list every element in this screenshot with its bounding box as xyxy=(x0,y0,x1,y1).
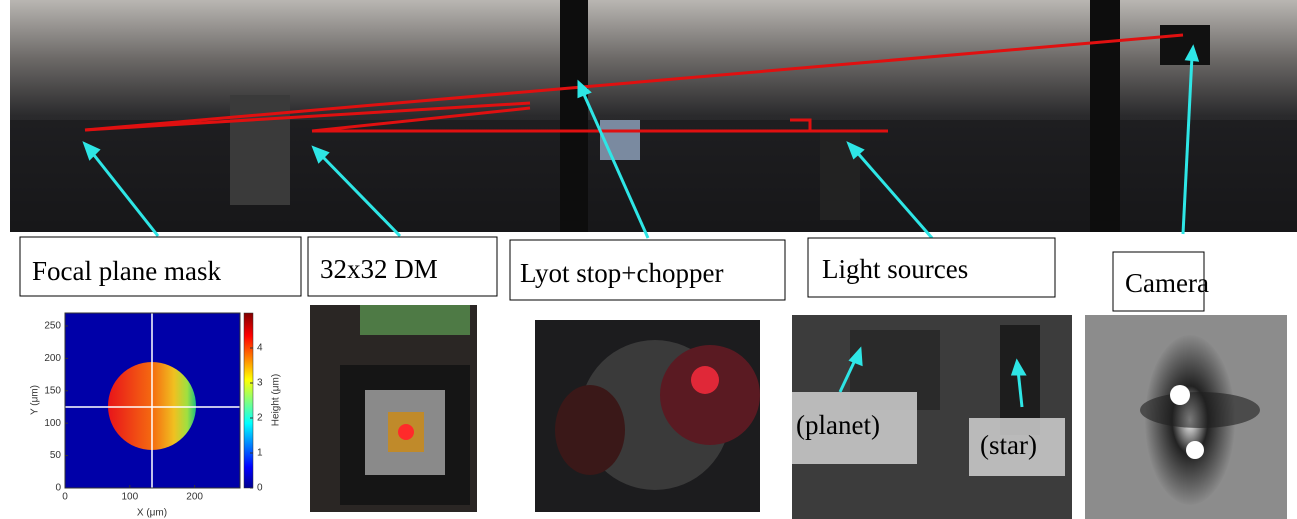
bench-photo xyxy=(10,0,1297,238)
inset-label: (star) xyxy=(980,430,1037,460)
y-tick-label: 0 xyxy=(55,483,61,494)
x-tick-label: 100 xyxy=(121,492,138,503)
y-tick-label: 150 xyxy=(44,385,61,396)
y-tick-label: 200 xyxy=(44,353,61,364)
dm-photo xyxy=(310,305,477,512)
colorbar-tick-label: 3 xyxy=(257,378,263,389)
colorbar-label: Height (μm) xyxy=(271,374,282,426)
lyot-photo xyxy=(535,320,760,512)
colorbar-tick-label: 1 xyxy=(257,448,263,459)
label: Lyot stop+chopper xyxy=(520,258,723,288)
y-tick-label: 250 xyxy=(44,321,61,332)
x-tick-label: 0 xyxy=(62,492,68,503)
x-tick-label: 200 xyxy=(186,492,203,503)
colorbar-tick-label: 2 xyxy=(257,413,263,424)
colorbar-tick-label: 0 xyxy=(257,483,263,494)
colorbar-tick-label: 4 xyxy=(257,343,263,354)
x-axis-label: X (μm) xyxy=(137,508,167,519)
label: Focal plane mask xyxy=(32,256,221,286)
y-axis-label: Y (μm) xyxy=(30,385,41,415)
heatmap: X (μm) Y (μm) Height (μm) 0 100 200 0 50 100 1… xyxy=(30,313,282,519)
label: Camera xyxy=(1125,268,1209,298)
label: 32x32 DM xyxy=(320,254,438,284)
figure: Focal plane mask 32x32 DM Lyot stop+chop… xyxy=(0,0,1297,519)
camera-image xyxy=(1085,315,1287,519)
y-tick-label: 50 xyxy=(50,450,62,461)
label: Light sources xyxy=(822,254,968,284)
y-tick-label: 100 xyxy=(44,418,61,429)
inset-label: (planet) xyxy=(796,410,880,440)
